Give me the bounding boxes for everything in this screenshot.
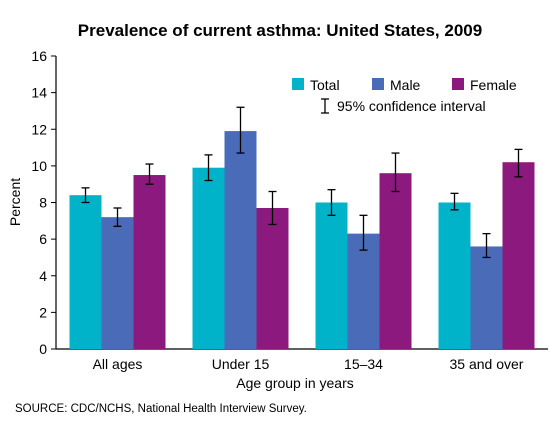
legend-label: Male (390, 77, 421, 93)
legend-label: Female (470, 77, 517, 93)
x-tick-label: 35 and over (450, 356, 524, 372)
x-tick-label: Under 15 (212, 356, 270, 372)
bar (101, 217, 134, 349)
y-tick-label: 6 (39, 231, 47, 247)
bar (192, 167, 225, 349)
source-note: SOURCE: CDC/NCHS, National Health Interv… (15, 403, 307, 415)
bar (133, 175, 166, 349)
bar (470, 246, 503, 349)
y-tick-label: 2 (39, 304, 47, 320)
bar (502, 162, 535, 349)
y-tick-label: 8 (39, 195, 47, 211)
bar (69, 195, 102, 349)
y-tick-label: 10 (31, 158, 47, 174)
bar (315, 202, 348, 349)
y-tick-label: 12 (31, 121, 47, 137)
y-axis-label: Percent (7, 178, 23, 226)
legend-swatch (452, 78, 464, 90)
bar (224, 131, 257, 349)
bar (438, 202, 471, 349)
y-tick-label: 16 (31, 48, 47, 64)
plot-area: 0 2 4 6 8 10 12 14 16 All ages Under 15 15–34 35 and… (31, 48, 548, 372)
y-tick-label: 0 (39, 341, 47, 357)
bar (379, 173, 412, 349)
legend: Total Male Female 95% confidence interval (292, 77, 517, 114)
legend-label: Total (310, 77, 340, 93)
y-tick-label: 4 (39, 268, 47, 284)
legend-swatch (292, 78, 304, 90)
bar (347, 233, 380, 349)
bar (256, 207, 289, 349)
x-axis-label: Age group in years (236, 375, 354, 391)
x-tick-label: 15–34 (344, 356, 383, 372)
chart-title: Prevalence of current asthma: United Sta… (78, 21, 482, 40)
ci-legend-label: 95% confidence interval (337, 98, 486, 114)
legend-swatch (372, 78, 384, 90)
y-tick-label: 14 (31, 85, 47, 101)
x-tick-label: All ages (93, 356, 143, 372)
